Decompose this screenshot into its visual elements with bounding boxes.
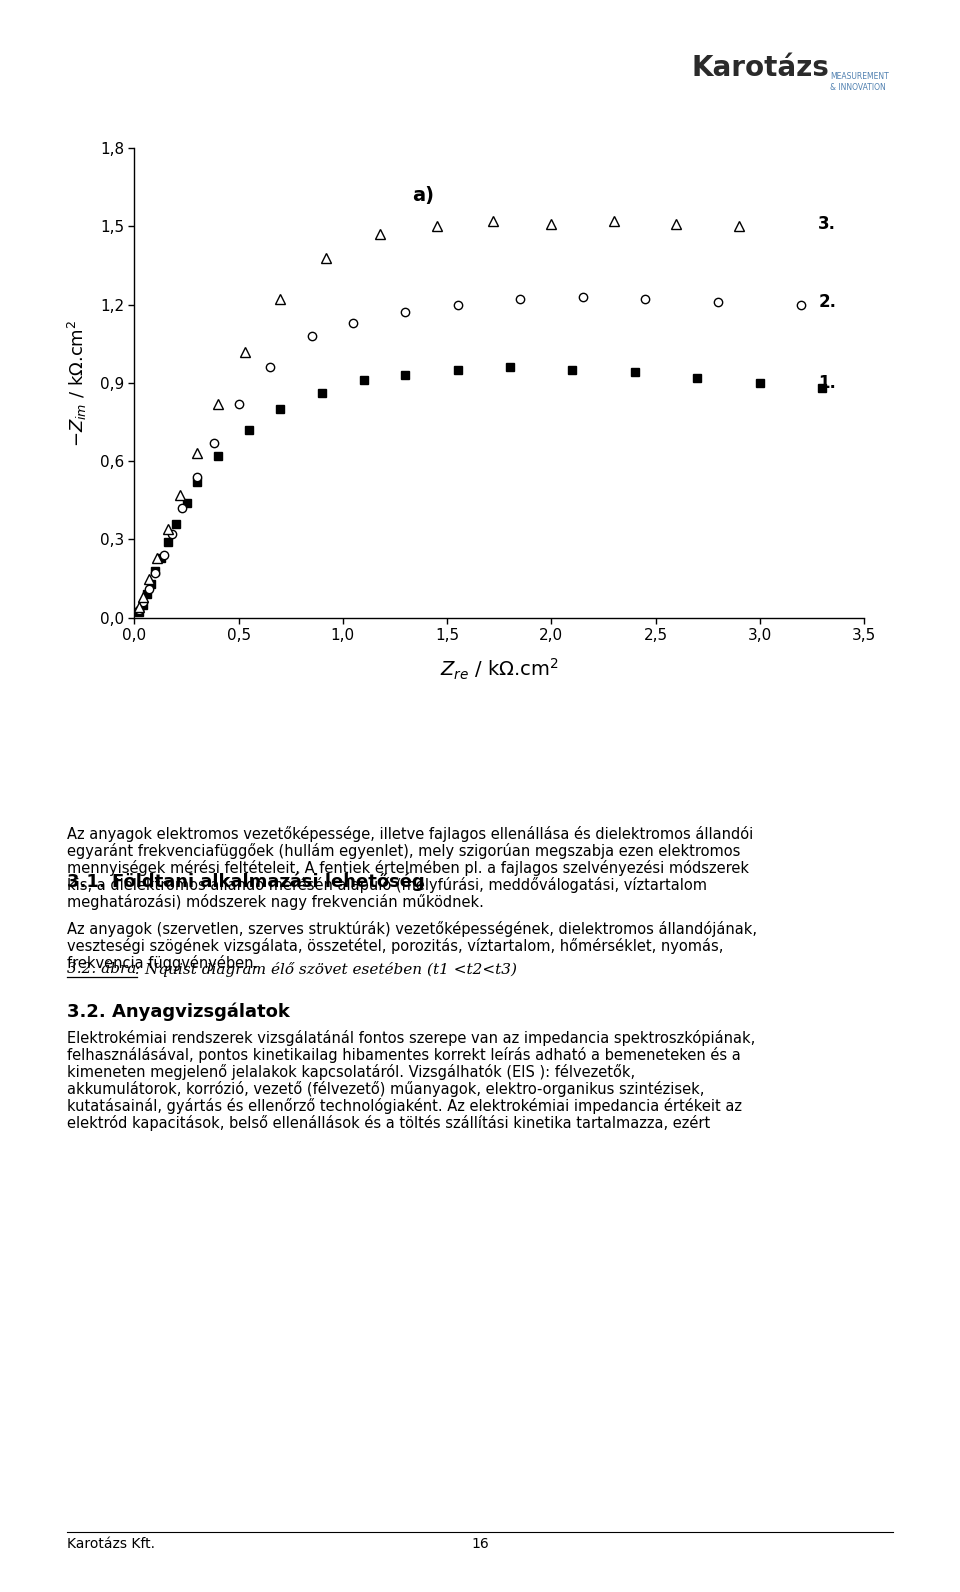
Y-axis label: $-Z_{im}$ / kΩ.cm$^2$: $-Z_{im}$ / kΩ.cm$^2$ bbox=[65, 318, 88, 447]
Text: frekvencia függvényében.: frekvencia függvényében. bbox=[67, 955, 258, 971]
Text: a): a) bbox=[412, 186, 434, 205]
Text: Az anyagok (szervetlen, szerves struktúrák) vezetőképességének, dielektromos áll: Az anyagok (szervetlen, szerves struktúr… bbox=[67, 922, 757, 938]
Text: egyaránt frekvenciafüggőek (hullám egyenlet), mely szigorúan megszabja ezen elek: egyaránt frekvenciafüggőek (hullám egyen… bbox=[67, 844, 740, 860]
Text: felhasználásával, pontos kinetikailag hibamentes korrekt leírás adható a bemenet: felhasználásával, pontos kinetikailag hi… bbox=[67, 1048, 741, 1063]
Text: meghatározási) módszerek nagy frekvencián működnek.: meghatározási) módszerek nagy frekvenciá… bbox=[67, 895, 484, 911]
X-axis label: $Z_{re}$ / kΩ.cm$^2$: $Z_{re}$ / kΩ.cm$^2$ bbox=[440, 657, 559, 683]
Text: akkumulátorok, korrózió, vezető (félvezető) műanyagok, elektro-organikus szintéz: akkumulátorok, korrózió, vezető (félveze… bbox=[67, 1081, 705, 1097]
Text: & INNOVATION: & INNOVATION bbox=[830, 83, 886, 92]
Text: Az anyagok elektromos vezetőképessége, illetve fajlagos ellenállása és dielektro: Az anyagok elektromos vezetőképessége, i… bbox=[67, 826, 754, 842]
Text: Elektrokémiai rendszerek vizsgálatánál fontos szerepe van az impedancia spektros: Elektrokémiai rendszerek vizsgálatánál f… bbox=[67, 1030, 756, 1046]
Text: kis, a dielektromos állandó mérésén alapuló (mélyfúrási, meddőválogatási, víztar: kis, a dielektromos állandó mérésén alap… bbox=[67, 877, 708, 893]
Text: 3.2. Anyagvizsgálatok: 3.2. Anyagvizsgálatok bbox=[67, 1003, 290, 1020]
Text: 3.: 3. bbox=[818, 215, 836, 232]
Text: 1.: 1. bbox=[818, 374, 836, 392]
Text: elektród kapacitások, belső ellenállások és a töltés szállítási kinetika tartalm: elektród kapacitások, belső ellenállások… bbox=[67, 1116, 710, 1132]
Text: : Nquist diagram élő szövet esetében (t1 <t2<t3): : Nquist diagram élő szövet esetében (t1… bbox=[135, 962, 517, 976]
Text: MEASUREMENT: MEASUREMENT bbox=[830, 72, 889, 81]
Text: Karotázs: Karotázs bbox=[691, 54, 829, 83]
Text: 16: 16 bbox=[471, 1536, 489, 1551]
Text: mennyiségek mérési feltételeit. A fentiek értelmében pl. a fajlagos szelvényezés: mennyiségek mérési feltételeit. A fentie… bbox=[67, 860, 749, 876]
Text: Karotázs Kft.: Karotázs Kft. bbox=[67, 1536, 156, 1551]
Text: kutatásainál, gyártás és ellenőrző technológiaként. Az elektrokémiai impedancia : kutatásainál, gyártás és ellenőrző techn… bbox=[67, 1098, 742, 1114]
Text: kimeneten megjelenő jelalakok kapcsolatáról. Vizsgálhatók (EIS ): félvezetők,: kimeneten megjelenő jelalakok kapcsolatá… bbox=[67, 1063, 636, 1081]
Text: 2.: 2. bbox=[818, 293, 836, 310]
Text: 3.1. Földtani alkalmazási lehetőség: 3.1. Földtani alkalmazási lehetőség bbox=[67, 872, 425, 892]
Text: veszteségi szögének vizsgálata, összetétel, porozitás, víztartalom, hőmérséklet,: veszteségi szögének vizsgálata, összetét… bbox=[67, 938, 724, 954]
Text: 3.2. ábra: 3.2. ábra bbox=[67, 962, 136, 976]
